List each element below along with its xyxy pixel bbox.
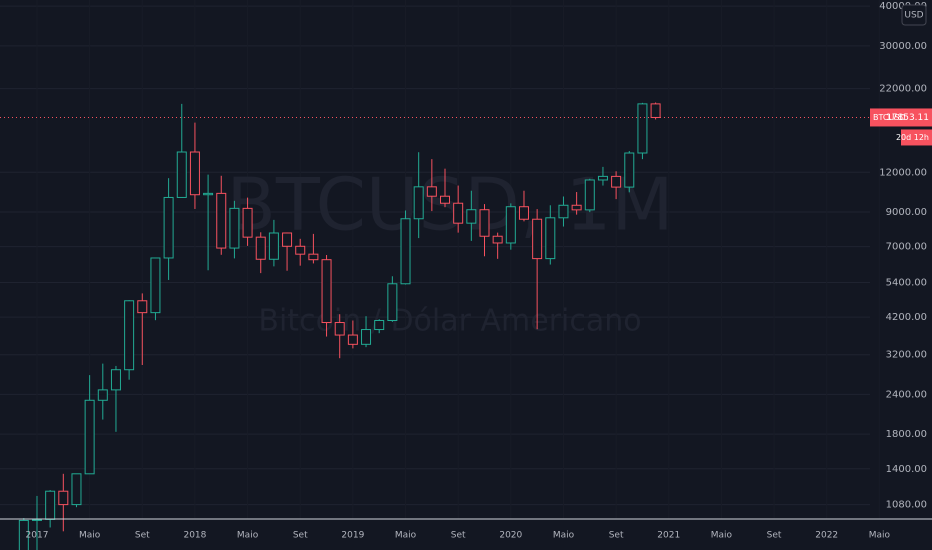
candle-body: [189, 151, 200, 196]
x-tick-label: Maio: [237, 531, 259, 541]
candle-body: [242, 207, 253, 238]
y-tick-label: 22000.00: [879, 84, 927, 95]
candle-body: [347, 334, 358, 345]
x-tick-label: Maio: [553, 531, 575, 541]
candle-body: [71, 473, 82, 506]
x-tick-label: 2021: [657, 531, 680, 541]
x-tick-label: Maio: [395, 531, 417, 541]
x-tick-label: 2018: [183, 531, 206, 541]
x-tick-label: Set: [451, 531, 466, 541]
y-tick-label: 2400.00: [886, 389, 927, 400]
candle-body: [400, 218, 411, 285]
candle-body: [584, 179, 595, 211]
candle-body: [31, 518, 42, 521]
candle-body: [492, 235, 503, 244]
x-tick-label: Maio: [869, 531, 891, 541]
candle-body: [124, 300, 135, 371]
candle-body: [216, 192, 227, 249]
candle-body: [163, 196, 174, 259]
watermark-subtitle: Bitcoin / Dólar Americano: [258, 304, 641, 339]
candle-body: [308, 253, 319, 261]
currency-label[interactable]: USD: [904, 11, 923, 21]
candle-body: [532, 218, 543, 260]
candle-body: [466, 209, 477, 224]
candle-body: [18, 519, 29, 550]
y-tick-label: 4200.00: [886, 312, 927, 323]
y-tick-label: 5400.00: [886, 277, 927, 288]
countdown-box: [901, 129, 932, 146]
currency-button[interactable]: [901, 4, 927, 26]
candle-body: [374, 320, 385, 331]
candle-body: [268, 232, 279, 260]
x-tick-label: Set: [767, 531, 782, 541]
symbol-label: BTCUSD: [873, 113, 906, 122]
candle-body: [282, 232, 293, 247]
y-tick-label: 1800.00: [886, 429, 927, 440]
candle-body: [84, 399, 95, 475]
last-price-label: 17853.11: [886, 113, 929, 123]
candle-body: [45, 490, 56, 520]
candle-body: [255, 236, 266, 260]
candle-body: [321, 259, 332, 324]
candle-body: [295, 245, 306, 255]
last-price-box: [870, 108, 932, 127]
y-tick-label: 7000.00: [886, 242, 927, 253]
candle-body: [558, 204, 569, 219]
candle-body: [440, 195, 451, 204]
candle-body: [137, 300, 148, 314]
candle-body: [97, 389, 108, 401]
x-tick-label: Set: [293, 531, 308, 541]
candle-body: [413, 186, 424, 220]
candle-body: [361, 329, 372, 345]
candle-body: [58, 490, 69, 506]
x-tick-label: Set: [609, 531, 624, 541]
candle-body: [110, 369, 121, 391]
candle-body: [518, 206, 529, 220]
y-tick-label: 12000.00: [879, 167, 927, 178]
candle-body: [505, 206, 516, 244]
x-tick-label: Maio: [79, 531, 101, 541]
y-tick-label: 1080.00: [886, 500, 927, 511]
y-tick-label: 30000.00: [879, 41, 927, 52]
candle-body: [637, 103, 648, 154]
candle-body: [176, 151, 187, 198]
candle-body: [479, 209, 490, 237]
x-tick-label: 2019: [341, 531, 364, 541]
y-tick-label: 1400.00: [886, 464, 927, 475]
candle-body: [387, 283, 398, 322]
x-tick-label: 2022: [815, 531, 838, 541]
candle-body: [597, 175, 608, 181]
y-tick-label: 9000.00: [886, 207, 927, 218]
candle-body: [571, 204, 582, 211]
candle-body: [229, 207, 240, 249]
y-tick-label: 3200.00: [886, 350, 927, 361]
candle-body: [545, 217, 556, 260]
candle-body: [334, 322, 345, 336]
candle-body: [203, 192, 214, 196]
candle-body: [453, 202, 464, 224]
candle-body: [426, 186, 437, 197]
x-tick-label: Set: [135, 531, 150, 541]
x-tick-label: Maio: [711, 531, 733, 541]
candle-body: [611, 175, 622, 188]
candle-body: [150, 257, 161, 314]
x-tick-label: 2017: [26, 531, 49, 541]
watermark-title: BTCUSD, 1M: [227, 163, 674, 247]
candle-body: [650, 103, 661, 118]
candle-body: [624, 152, 635, 188]
countdown-label: 20d 12h: [896, 133, 929, 142]
x-tick-label: 2020: [499, 531, 522, 541]
